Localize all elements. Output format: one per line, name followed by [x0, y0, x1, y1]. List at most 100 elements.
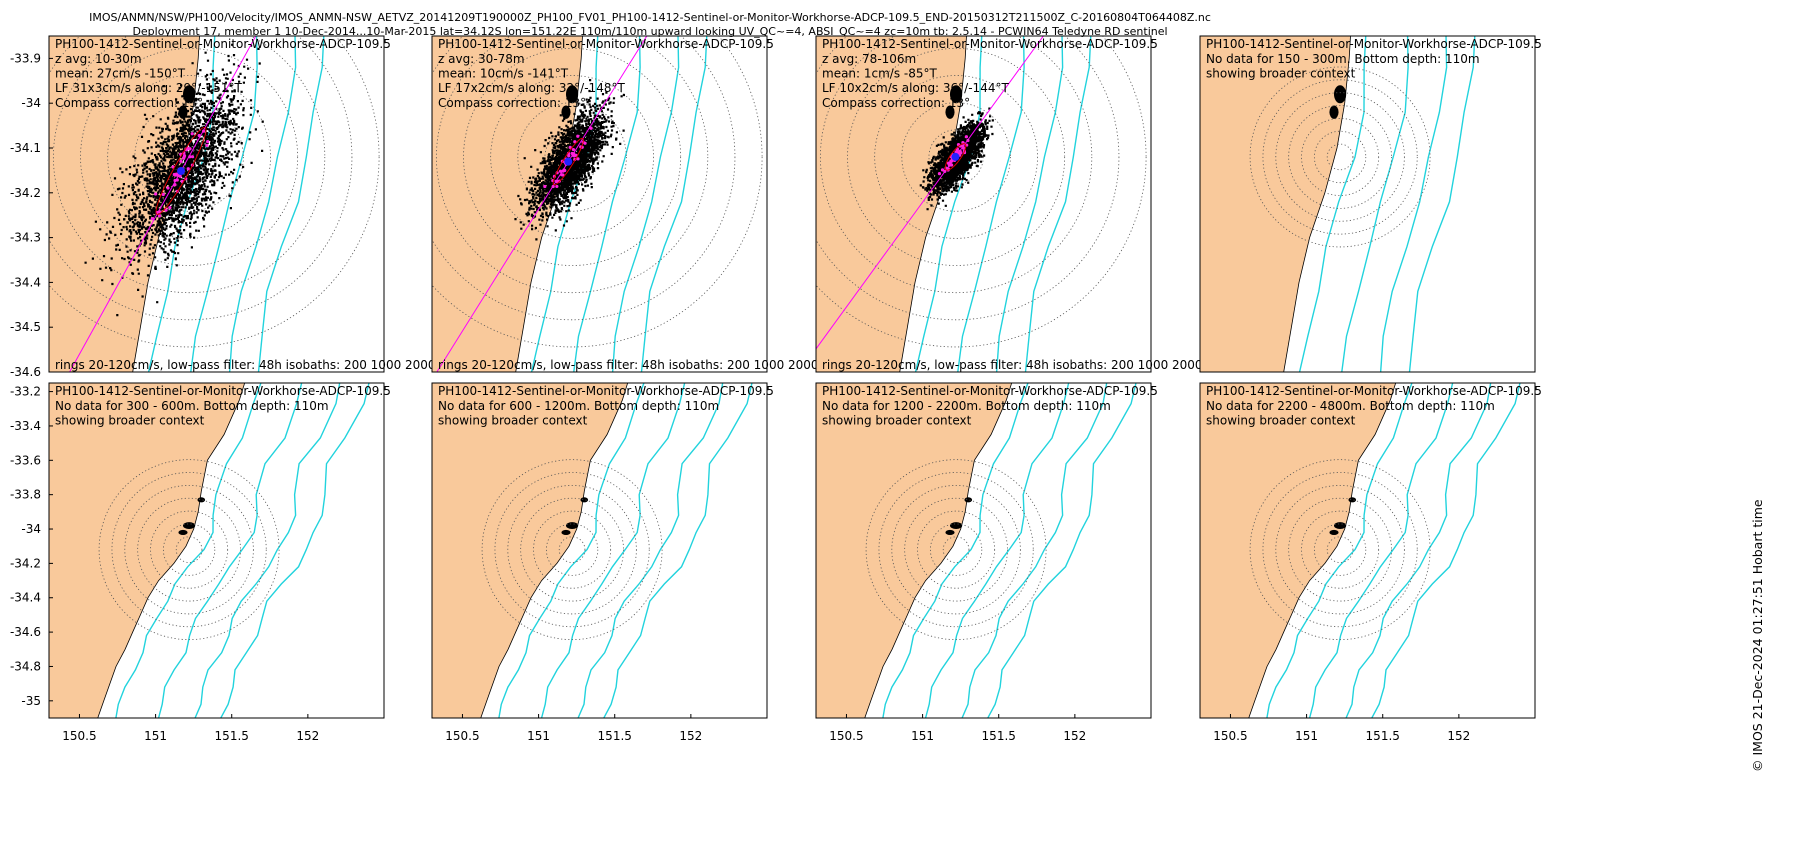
panel-title: PH100-1412-Sentinel-or-Monitor-Workhorse… — [55, 37, 391, 51]
lowpass-point — [571, 147, 576, 152]
lowpass-point — [583, 141, 587, 145]
lowpass-point — [188, 155, 192, 159]
panel-info-line: showing broader context — [438, 414, 588, 428]
panel-info-line: z avg: 10-30m — [55, 52, 142, 66]
ring-2 — [929, 523, 983, 576]
y-tick-label: -34.5 — [10, 320, 41, 334]
lowpass-point — [158, 210, 162, 214]
lowpass-point — [173, 178, 177, 183]
estuary-0 — [183, 522, 196, 530]
isobath-2 — [611, 36, 680, 372]
ring-5 — [507, 484, 637, 615]
panel-info-line: LF 17x2cm/s along: 32°/-148°T — [438, 81, 625, 95]
lowpass-point — [161, 192, 165, 197]
lowpass-point — [154, 192, 158, 196]
ring-4 — [1288, 105, 1392, 209]
panel-info-line: No data for 2200 - 4800m. Bottom depth: … — [1206, 399, 1495, 413]
ring-1 — [558, 536, 586, 563]
y-tick-label: -34.3 — [10, 231, 41, 245]
ring-6 — [1262, 472, 1418, 628]
panel-info-line: LF 10x2cm/s along: 36°/-144°T — [822, 81, 1009, 95]
isobath-1 — [924, 383, 1070, 718]
estuary-0 — [1334, 522, 1347, 530]
ring-3 — [917, 510, 996, 589]
panel-6-plot-area — [432, 383, 753, 718]
x-tick-label: 152 — [1447, 729, 1470, 743]
ring-5 — [53, 36, 326, 294]
lowpass-point — [576, 134, 580, 138]
y-tick-label: -35 — [21, 694, 41, 708]
figure-title-line2: Deployment 17, member 1 10-Dec-2014...10… — [132, 25, 1168, 38]
y-tick-label: -34.8 — [10, 659, 41, 673]
panel-3-plot-area — [816, 36, 1147, 372]
isobath-0 — [115, 383, 262, 718]
panel-frame — [431, 382, 768, 719]
lowpass-point — [961, 144, 965, 149]
isobath-1 — [540, 383, 686, 718]
lowpass-point — [937, 172, 942, 176]
panel-footer: rings 20-120cm/s, low-pass filter: 48h i… — [822, 358, 1249, 372]
lowpass-point — [561, 169, 565, 173]
x-tick-label: 152 — [296, 729, 319, 743]
isobath-1 — [1308, 383, 1454, 718]
ring-1 — [1326, 536, 1354, 563]
estuary-2 — [964, 497, 973, 503]
estuary-2 — [197, 20, 205, 33]
x-tick-label: 150.5 — [62, 729, 96, 743]
panel-frame — [48, 35, 385, 373]
panel-frame — [815, 35, 1152, 373]
ring-7 — [1249, 459, 1431, 641]
ring-2 — [162, 523, 216, 576]
ring-4 — [80, 47, 299, 266]
ring-5 — [124, 484, 254, 615]
lowpass-point — [964, 135, 968, 139]
isobath-1 — [573, 36, 641, 372]
panel-info-line: Compass correction: 13° — [438, 96, 586, 110]
lowpass-point — [201, 129, 206, 133]
estuary-2 — [197, 497, 206, 503]
panel-info-line: z avg: 78-106m — [822, 52, 916, 66]
panel-frame — [1199, 35, 1536, 373]
estuary-1 — [1329, 529, 1339, 536]
ring-4 — [847, 47, 1066, 266]
y-tick-label: -33.2 — [10, 385, 41, 399]
lowpass-point — [166, 186, 170, 190]
estuary-2 — [1348, 497, 1357, 503]
ring-3 — [150, 510, 229, 589]
panel-info-line: Compass correction: 13° — [822, 96, 970, 110]
x-tick-label: 150.5 — [445, 729, 479, 743]
isobath-0 — [498, 383, 645, 718]
panel-4: PH100-1412-Sentinel-or-Monitor-Workhorse… — [1199, 35, 1542, 373]
mean-velocity-marker — [951, 152, 960, 161]
land — [1200, 383, 1397, 718]
panel-info-line: Compass correction: 13° — [55, 96, 203, 110]
y-tick-label: -34.4 — [10, 591, 41, 605]
ring-4 — [904, 497, 1008, 602]
panel-info-line: showing broader context — [1206, 67, 1356, 81]
ring-6 — [816, 36, 1120, 321]
land — [816, 383, 1013, 718]
ring-6 — [494, 472, 650, 628]
ring-5 — [1275, 484, 1405, 615]
isobath-2 — [995, 36, 1064, 372]
isobath-0 — [1298, 36, 1367, 372]
ring-4 — [1288, 497, 1392, 602]
ring-1 — [942, 536, 970, 563]
lowpass-point — [205, 143, 209, 148]
ring-2 — [134, 102, 244, 212]
ring-2 — [901, 102, 1011, 212]
ring-3 — [874, 75, 1038, 239]
y-tick-label: -34.1 — [10, 141, 41, 155]
ring-1 — [544, 129, 600, 185]
panel-title: PH100-1412-Sentinel-or-Monitor-Workhorse… — [1206, 37, 1542, 51]
ring-2 — [1313, 523, 1367, 576]
lowpass-point — [940, 168, 945, 172]
isobath-0 — [914, 36, 983, 372]
estuary-0 — [566, 85, 579, 104]
isobath-2 — [961, 383, 1108, 718]
panel-frame — [431, 35, 768, 373]
lowpass-ellipse — [155, 126, 207, 216]
x-tick-label: 152 — [679, 729, 702, 743]
panel-frame — [815, 382, 1152, 719]
